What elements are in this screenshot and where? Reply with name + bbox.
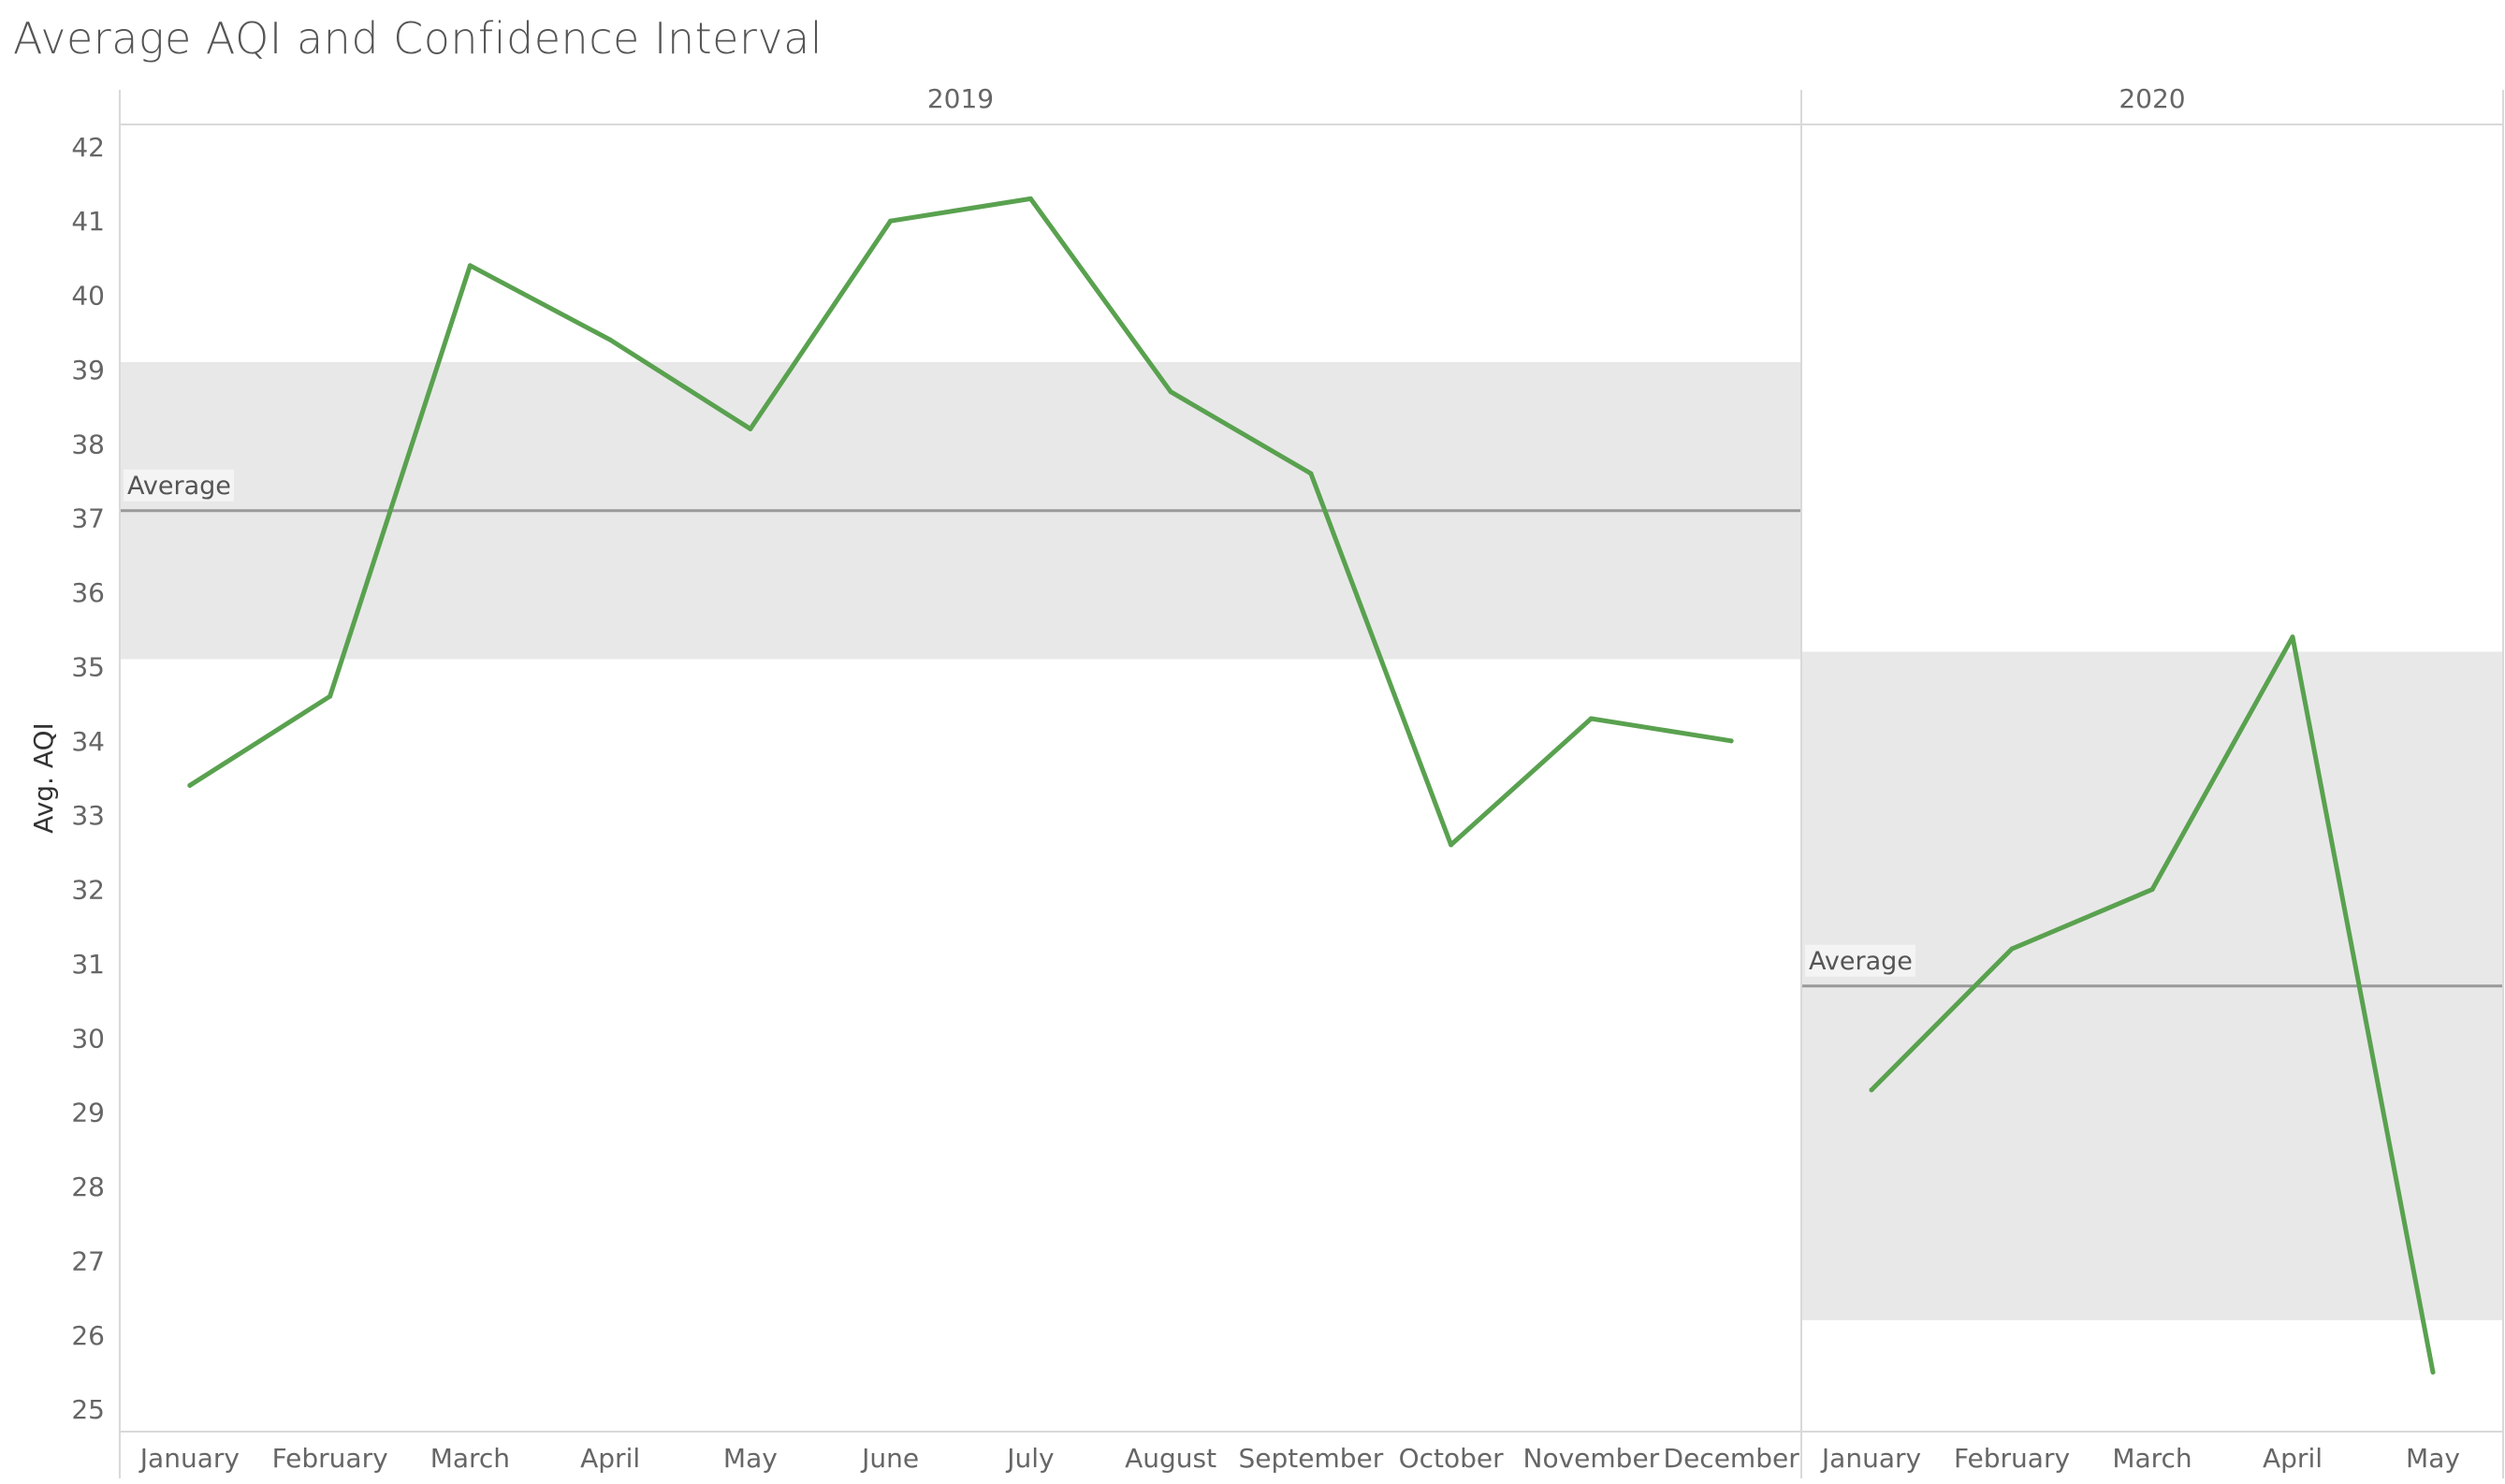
y-tick-label: 27 — [71, 1245, 105, 1276]
data-point-2019-october — [1449, 842, 1454, 848]
y-tick-label: 28 — [71, 1171, 105, 1202]
x-tick-label: March — [2112, 1443, 2192, 1474]
data-point-2019-may — [748, 426, 753, 431]
data-point-2019-december — [1728, 738, 1734, 744]
data-point-2019-march — [467, 263, 473, 269]
x-tick-label: May — [723, 1443, 778, 1474]
x-tick-label: November — [1523, 1443, 1660, 1474]
series-line-2019 — [187, 196, 1734, 848]
data-point-2019-september — [1308, 471, 1314, 476]
y-tick-label: 33 — [71, 800, 105, 831]
x-tick-label: August — [1125, 1443, 1216, 1474]
data-point-2020-march — [2149, 887, 2155, 893]
y-tick-label: 39 — [71, 355, 105, 386]
x-tick-label: June — [860, 1443, 919, 1474]
y-tick-label: 26 — [71, 1320, 105, 1351]
x-tick-label: February — [272, 1443, 388, 1474]
x-tick-label: May — [2406, 1443, 2460, 1474]
average-label-bg-2020 — [1805, 944, 1915, 977]
y-tick-label: 32 — [71, 875, 105, 906]
y-tick-label: 29 — [71, 1098, 105, 1128]
data-point-2020-april — [2290, 634, 2295, 640]
panel-header-2019: 2019 — [927, 83, 994, 114]
chart-title: Average AQI and Confidence Interval — [13, 13, 823, 64]
y-tick-label: 31 — [71, 949, 105, 980]
data-point-2019-february — [328, 693, 333, 699]
data-point-2020-may — [2430, 1370, 2436, 1375]
x-tick-label: October — [1399, 1443, 1505, 1474]
y-tick-label: 30 — [71, 1023, 105, 1054]
data-point-2019-june — [888, 218, 894, 224]
y-tick-label: 25 — [71, 1394, 105, 1425]
x-tick-label: December — [1664, 1443, 1800, 1474]
data-point-2019-august — [1168, 389, 1173, 395]
y-tick-label: 35 — [71, 651, 105, 682]
x-tick-label: July — [1005, 1443, 1054, 1474]
data-point-2019-july — [1027, 196, 1033, 201]
y-tick-label: 41 — [71, 206, 105, 237]
average-label-bg-2019 — [124, 469, 234, 502]
data-point-2019-april — [607, 337, 613, 342]
y-axis-title: Avg. AQI — [28, 722, 59, 834]
x-tick-label: January — [1820, 1443, 1921, 1474]
x-tick-label: April — [2263, 1443, 2323, 1474]
x-tick-label: February — [1954, 1443, 2070, 1474]
y-tick-label: 37 — [71, 503, 105, 534]
y-tick-label: 38 — [71, 429, 105, 459]
y-tick-label: 36 — [71, 577, 105, 608]
y-tick-label: 42 — [71, 132, 105, 163]
y-tick-label: 40 — [71, 281, 105, 312]
data-point-2020-february — [2009, 946, 2015, 952]
x-tick-label: April — [580, 1443, 640, 1474]
data-point-2020-january — [1869, 1087, 1874, 1093]
data-point-2019-november — [1588, 716, 1594, 721]
x-tick-label: January — [138, 1443, 240, 1474]
panel-header-2020: 2020 — [2119, 83, 2185, 114]
data-point-2019-january — [187, 782, 193, 788]
average-label-2020: Average — [1809, 947, 1913, 976]
average-label-2019: Average — [127, 472, 231, 501]
y-tick-label: 34 — [71, 726, 105, 757]
x-tick-label: March — [430, 1443, 510, 1474]
x-tick-label: September — [1238, 1443, 1383, 1474]
